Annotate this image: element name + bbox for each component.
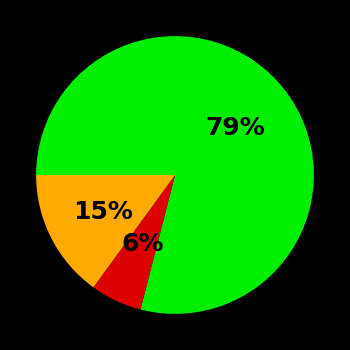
Text: 15%: 15% bbox=[73, 199, 133, 224]
Wedge shape bbox=[36, 175, 175, 287]
Wedge shape bbox=[36, 36, 314, 314]
Text: 6%: 6% bbox=[121, 232, 164, 256]
Wedge shape bbox=[93, 175, 175, 309]
Text: 79%: 79% bbox=[205, 116, 265, 140]
